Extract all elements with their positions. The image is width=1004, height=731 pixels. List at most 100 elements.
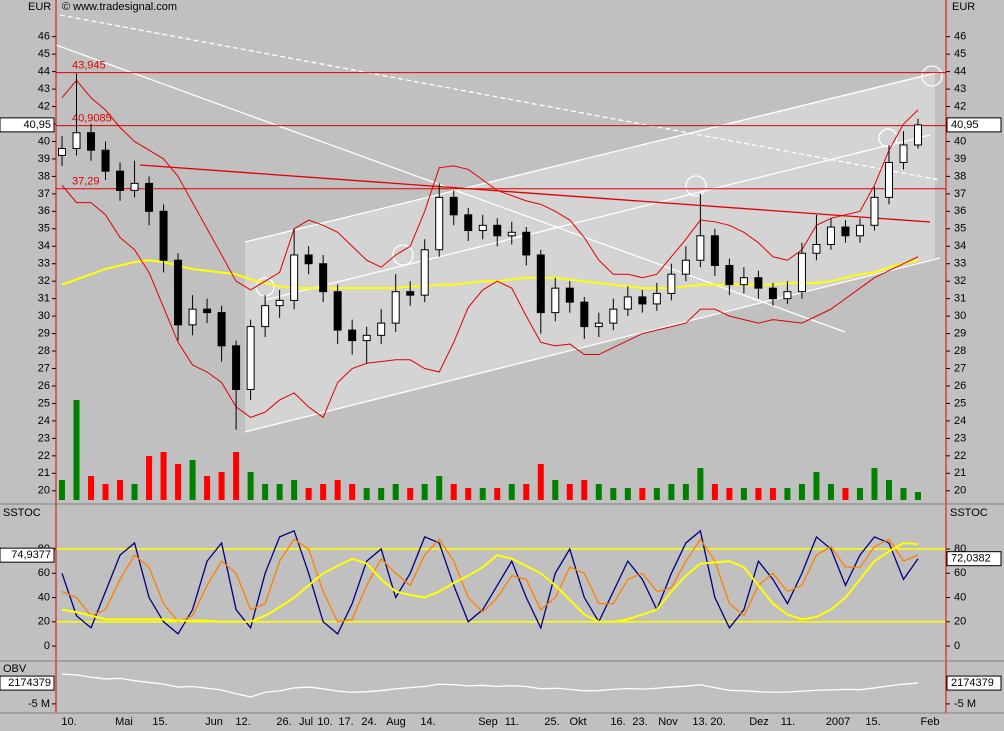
y-tick-label: 20 [38, 485, 50, 497]
y-tick-label: 33 [38, 258, 50, 270]
y-tick-label: 26 [954, 380, 966, 392]
candle-body [667, 273, 676, 294]
candle-body [72, 132, 81, 149]
candle-body [536, 254, 545, 314]
y-tick-label: 40 [38, 591, 50, 603]
candle-body [304, 254, 313, 265]
y-tick-label: 27 [38, 362, 50, 374]
pane-title: SSTOC [3, 507, 41, 519]
volume-bar [711, 484, 718, 500]
candle-body [725, 264, 734, 286]
x-tick-label: 24. [361, 716, 376, 728]
y-tick-label: 46 [38, 31, 50, 43]
x-tick-label: Sep [478, 716, 498, 728]
y-tick-label: 37 [954, 188, 966, 200]
volume-bar [639, 488, 646, 500]
y-tick-label: 20 [954, 616, 966, 628]
x-tick-label: 11. [781, 716, 795, 728]
volume-bar [450, 484, 457, 500]
x-tick-label: 2007 [826, 716, 850, 728]
candle-body [884, 161, 893, 198]
x-tick-label: 13. [692, 716, 707, 728]
candle-body [377, 322, 386, 336]
trendline [59, 14, 941, 181]
x-tick-label: 10. [317, 716, 332, 728]
value-box-label: 74,9377 [11, 549, 51, 561]
y-tick-label: 60 [38, 567, 50, 579]
y-tick-label: 32 [954, 275, 966, 287]
candle-body [493, 224, 502, 237]
copyright: © www.tradesignal.com [62, 1, 177, 13]
volume-bar [160, 452, 167, 500]
candle-body [768, 287, 777, 300]
y-tick-label: 39 [38, 153, 50, 165]
candle-body [797, 252, 806, 293]
y-tick-label: 42 [38, 100, 50, 112]
value-box [0, 675, 55, 691]
x-tick-label: 10. [61, 716, 76, 728]
y-tick-label: 39 [954, 153, 966, 165]
level-label: 40,9085 [72, 113, 112, 125]
y-axis-label: EUR [952, 1, 975, 13]
y-tick-label: 35 [954, 223, 966, 235]
channel-area [245, 72, 935, 432]
y-tick-label: 32 [38, 275, 50, 287]
y-tick-label: 31 [38, 293, 50, 305]
candle-body [87, 132, 96, 151]
trendlines [55, 14, 943, 433]
candle-body [696, 235, 705, 261]
volume-bar [668, 484, 675, 500]
volume-bar [436, 476, 443, 500]
value-box [946, 675, 1002, 691]
value-box-label: 2174379 [8, 677, 51, 689]
x-tick-label: 15. [152, 716, 167, 728]
y-tick-label: 29 [954, 327, 966, 339]
volume-bar [740, 488, 747, 500]
candle-body [145, 182, 154, 212]
volume-bar [871, 468, 878, 500]
marker-circle [878, 128, 898, 148]
candle-body [754, 277, 763, 289]
volume-bar [392, 484, 399, 500]
volume-bar [552, 480, 559, 500]
x-tick-label: Nov [658, 716, 678, 728]
y-tick-label: 40 [954, 135, 966, 147]
candle-body [623, 296, 632, 310]
value-box-label: 40,95 [23, 119, 51, 131]
volume-bar [276, 484, 283, 500]
candle-body [188, 308, 197, 326]
value-box-label: 40,95 [951, 119, 979, 131]
candle-body [275, 299, 284, 307]
candle-body [638, 296, 647, 305]
candle-body [449, 196, 458, 216]
candle-body [101, 149, 110, 172]
trendline [244, 257, 941, 433]
y-tick-label: 42 [954, 100, 966, 112]
y-tick-label: 25 [954, 397, 966, 409]
y-tick-label: 0 [44, 640, 50, 652]
candle-body [783, 291, 792, 300]
line-series [61, 79, 919, 291]
volume-bar [798, 484, 805, 500]
volume-bar [320, 484, 327, 500]
candle-body [507, 231, 516, 237]
volume-bar [494, 488, 501, 500]
volume-bar [610, 488, 617, 500]
candle-body [855, 224, 864, 237]
candle-body [681, 259, 690, 275]
candle-body [217, 312, 226, 347]
marker-circle [685, 175, 707, 197]
value-box-label: 2174379 [951, 677, 994, 689]
candle-body [319, 263, 328, 293]
y-tick-label: 23 [38, 432, 50, 444]
volume-bar [653, 488, 660, 500]
x-tick-label: Mai [115, 716, 133, 728]
volume-bar [885, 480, 892, 500]
volume-bar [117, 480, 124, 500]
candle-body [899, 144, 908, 163]
x-tick-label: Jun [205, 716, 223, 728]
volume-bar [247, 472, 254, 500]
y-tick-label: 38 [38, 170, 50, 182]
volume-bar [856, 488, 863, 500]
candle-body [362, 334, 371, 342]
